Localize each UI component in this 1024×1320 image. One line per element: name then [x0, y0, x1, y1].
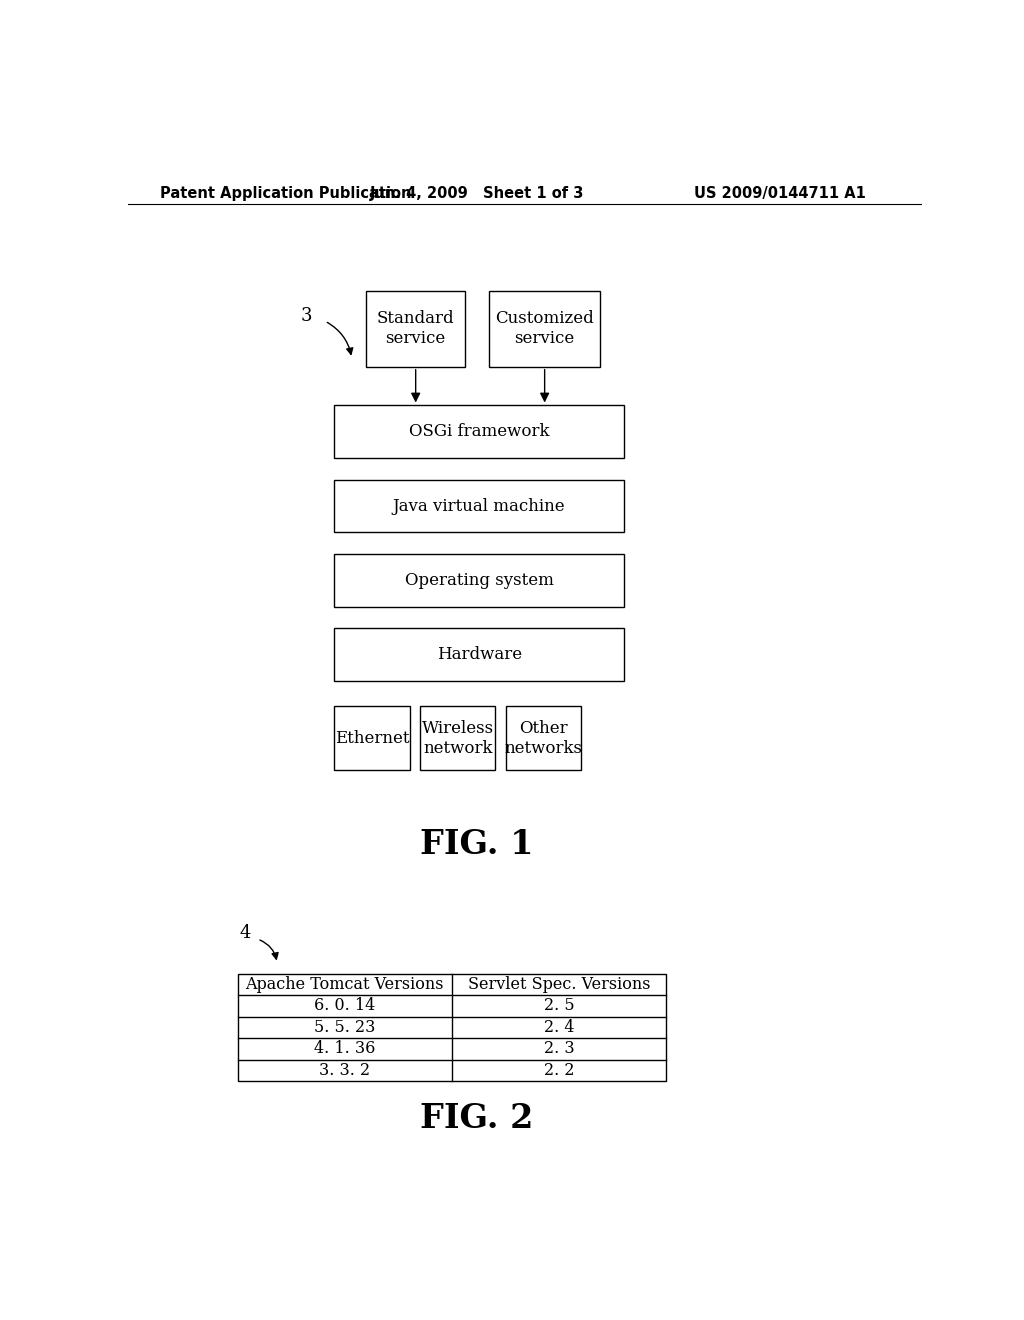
Text: Patent Application Publication: Patent Application Publication: [160, 186, 412, 202]
Text: 2. 3: 2. 3: [544, 1040, 574, 1057]
Text: Ethernet: Ethernet: [335, 730, 410, 747]
Text: Wireless
network: Wireless network: [422, 719, 494, 756]
Text: FIG. 1: FIG. 1: [421, 828, 534, 861]
Text: 3: 3: [301, 308, 312, 325]
Bar: [367, 290, 465, 367]
Bar: [506, 706, 582, 771]
Bar: [334, 405, 624, 458]
Text: Other
networks: Other networks: [505, 719, 583, 756]
Text: Servlet Spec. Versions: Servlet Spec. Versions: [468, 975, 650, 993]
Text: Hardware: Hardware: [436, 645, 522, 663]
Text: Apache Tomcat Versions: Apache Tomcat Versions: [246, 975, 443, 993]
Text: Standard
service: Standard service: [377, 310, 455, 347]
Text: Operating system: Operating system: [404, 572, 554, 589]
Text: FIG. 2: FIG. 2: [421, 1102, 534, 1135]
Text: US 2009/0144711 A1: US 2009/0144711 A1: [694, 186, 866, 202]
Text: 2. 5: 2. 5: [544, 998, 574, 1014]
Text: 3. 3. 2: 3. 3. 2: [319, 1063, 371, 1078]
Bar: [238, 974, 666, 1081]
Bar: [334, 706, 410, 771]
Text: Jun. 4, 2009   Sheet 1 of 3: Jun. 4, 2009 Sheet 1 of 3: [370, 186, 585, 202]
Text: 2. 2: 2. 2: [544, 1063, 574, 1078]
Text: 2. 4: 2. 4: [544, 1019, 574, 1036]
Text: Customized
service: Customized service: [496, 310, 594, 347]
Text: 4: 4: [240, 924, 251, 942]
Bar: [334, 554, 624, 607]
Text: 4. 1. 36: 4. 1. 36: [314, 1040, 376, 1057]
Bar: [334, 479, 624, 532]
Bar: [489, 290, 600, 367]
Text: 6. 0. 14: 6. 0. 14: [314, 998, 375, 1014]
Bar: [420, 706, 496, 771]
Text: 5. 5. 23: 5. 5. 23: [314, 1019, 376, 1036]
Text: Java virtual machine: Java virtual machine: [393, 498, 565, 515]
Text: OSGi framework: OSGi framework: [409, 424, 550, 441]
Bar: [334, 628, 624, 681]
